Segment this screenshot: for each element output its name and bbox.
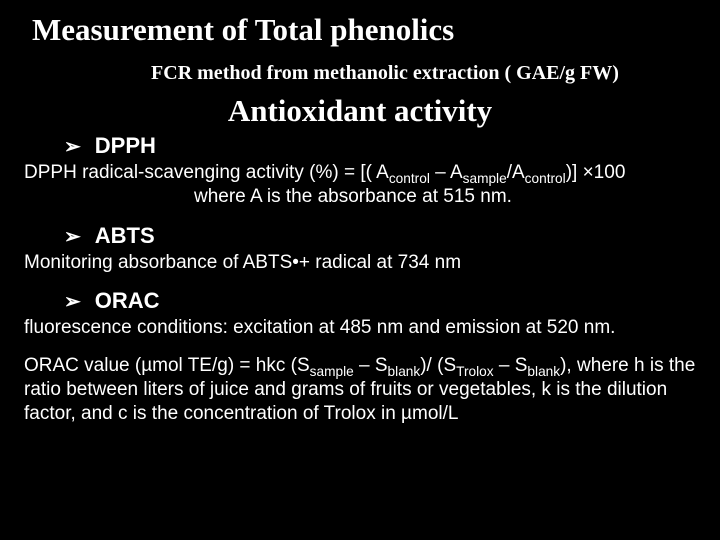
orac-t2: – S — [354, 355, 388, 376]
orac-sub4: blank — [527, 364, 560, 379]
orac-t4: – S — [494, 355, 528, 376]
slide-title-phenolics: Measurement of Total phenolics — [32, 12, 696, 48]
dpph-line2: where A is the absorbance at 515 nm. — [24, 185, 696, 209]
slide-title-antioxidant: Antioxidant activity — [24, 93, 696, 129]
dpph-t2: – A — [430, 162, 463, 183]
heading-orac: ORAC — [95, 288, 160, 314]
bullet-arrow-icon: ➢ — [64, 292, 81, 312]
bullet-dpph: ➢ DPPH — [64, 133, 696, 159]
orac-formula: ORAC value (µmol TE/g) = hkc (Ssample – … — [24, 354, 696, 425]
bullet-arrow-icon: ➢ — [64, 227, 81, 247]
bullet-arrow-icon: ➢ — [64, 137, 81, 157]
bullet-abts: ➢ ABTS — [64, 223, 696, 249]
dpph-t3: /A — [507, 162, 525, 183]
dpph-sub3: control — [525, 171, 566, 186]
orac-sub1: sample — [310, 364, 354, 379]
dpph-t4: )] ×100 — [566, 162, 626, 183]
orac-sub3: Trolox — [456, 364, 493, 379]
dpph-t1: DPPH radical-scavenging activity (%) = [… — [24, 162, 389, 183]
dpph-sub1: control — [389, 171, 430, 186]
dpph-sub2: sample — [463, 171, 507, 186]
abts-line: Monitoring absorbance of ABTS•+ radical … — [24, 251, 696, 275]
heading-dpph: DPPH — [95, 133, 156, 159]
bullet-orac: ➢ ORAC — [64, 288, 696, 314]
slide-subtitle: FCR method from methanolic extraction ( … — [74, 62, 696, 85]
orac-sub2: blank — [388, 364, 421, 379]
heading-abts: ABTS — [95, 223, 155, 249]
orac-t3: )/ (S — [420, 355, 456, 376]
orac-t1: ORAC value (µmol TE/g) = hkc (S — [24, 355, 310, 376]
orac-line1: fluorescence conditions: excitation at 4… — [24, 316, 696, 340]
dpph-formula: DPPH radical-scavenging activity (%) = [… — [24, 161, 696, 209]
